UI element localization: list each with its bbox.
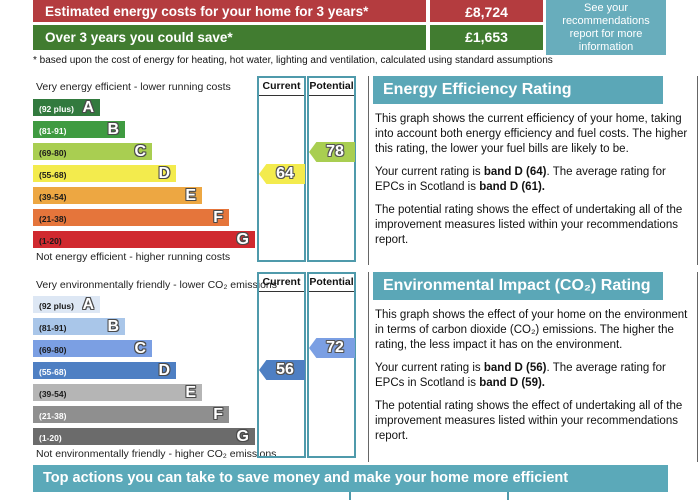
- energy-band-g: (1-20) G: [33, 231, 255, 248]
- savings-row-value: £1,653: [430, 25, 543, 50]
- co2-rating-paragraph-2: Your current rating is band D (56). The …: [375, 362, 666, 389]
- band-range-label: (69-80): [39, 345, 67, 355]
- energy-band-e: (39-54) E: [33, 187, 202, 204]
- band-letter: B: [107, 318, 119, 335]
- potential-column-header: Potential: [309, 274, 354, 292]
- band-range-label: (69-80): [39, 148, 67, 158]
- energy-current-rating-arrow: 64: [259, 164, 305, 184]
- co2-potential-rating-value: 72: [326, 339, 344, 356]
- band-letter: E: [185, 187, 196, 204]
- band-range-label: (55-68): [39, 170, 67, 180]
- co2-current-rating-value: 56: [276, 361, 294, 378]
- energy-rating-title: Energy Efficiency Rating: [373, 76, 663, 104]
- band-letter: G: [236, 428, 249, 445]
- co2-rating-title: Environmental Impact (CO₂) Rating: [373, 272, 663, 300]
- band-range-label: (92 plus): [39, 301, 74, 311]
- footnote: * based upon the cost of energy for heat…: [33, 55, 553, 66]
- current-column-header: Current: [259, 274, 304, 292]
- co2-chart-bottom-label: Not environmentally friendly - higher CO…: [36, 448, 277, 460]
- co2-potential-column: Potential: [307, 272, 356, 458]
- co2-rating-paragraph-1: This graph shows the effect of your home…: [375, 309, 688, 351]
- savings-row-label: Over 3 years you could save*: [33, 25, 426, 50]
- co2-band-b: (81-91) B: [33, 318, 125, 335]
- band-range-label: (1-20): [39, 433, 62, 443]
- band-letter: D: [158, 165, 170, 182]
- band-range-label: (55-68): [39, 367, 67, 377]
- energy-band-a: (92 plus) A: [33, 99, 100, 116]
- energy-band-scale: (92 plus) A (81-91) B (69-80) C (55-68) D (3…: [33, 99, 257, 253]
- energy-band-f: (21-38) F: [33, 209, 229, 226]
- top-actions-banner: Top actions you can take to save money a…: [33, 465, 668, 492]
- band-range-label: (81-91): [39, 323, 67, 333]
- potential-column-header: Potential: [309, 78, 354, 96]
- co2-rating-panel: Environmental Impact (CO₂) Rating This g…: [368, 272, 698, 462]
- band-range-label: (81-91): [39, 126, 67, 136]
- energy-potential-column: Potential: [307, 76, 356, 262]
- co2-band-e: (39-54) E: [33, 384, 202, 401]
- band-range-label: (39-54): [39, 389, 67, 399]
- co2-band-d: (55-68) D: [33, 362, 176, 379]
- band-letter: A: [82, 99, 94, 116]
- recommendations-info-box: See your recommendations report for more…: [546, 0, 666, 55]
- band-range-label: (21-38): [39, 214, 67, 224]
- co2-band-f: (21-38) F: [33, 406, 229, 423]
- co2-current-rating-arrow: 56: [259, 360, 305, 380]
- energy-current-rating-value: 64: [276, 165, 294, 182]
- energy-band-c: (69-80) C: [33, 143, 152, 160]
- band-letter: B: [107, 121, 119, 138]
- energy-cost-row-value: £8,724: [430, 0, 543, 22]
- energy-cost-row-label: Estimated energy costs for your home for…: [33, 0, 426, 22]
- energy-potential-rating-arrow: 78: [309, 142, 355, 162]
- energy-current-column: Current: [257, 76, 306, 262]
- band-range-label: (21-38): [39, 411, 67, 421]
- band-letter: C: [134, 340, 146, 357]
- table-column-divider: [507, 492, 509, 500]
- co2-current-column: Current: [257, 272, 306, 458]
- co2-rating-paragraph-3: The potential rating shows the effect of…: [375, 400, 683, 442]
- recommendations-info-text: See your recommendations report for more…: [562, 1, 650, 53]
- co2-band-a: (92 plus) A: [33, 296, 100, 313]
- energy-rating-paragraph-3: The potential rating shows the effect of…: [375, 204, 683, 246]
- co2-band-c: (69-80) C: [33, 340, 152, 357]
- table-column-divider: [349, 492, 351, 500]
- co2-chart-top-label: Very environmentally friendly - lower CO…: [36, 279, 277, 291]
- energy-rating-paragraph-1: This graph shows the current efficiency …: [375, 113, 688, 155]
- band-range-label: (1-20): [39, 236, 62, 246]
- energy-chart-top-label: Very energy efficient - lower running co…: [36, 81, 231, 93]
- band-range-label: (92 plus): [39, 104, 74, 114]
- energy-chart-bottom-label: Not energy efficient - higher running co…: [36, 251, 231, 263]
- band-letter: D: [158, 362, 170, 379]
- band-letter: A: [82, 296, 94, 313]
- energy-potential-rating-value: 78: [326, 143, 344, 160]
- current-column-header: Current: [259, 78, 304, 96]
- co2-band-scale: (92 plus) A (81-91) B (69-80) C (55-68) D (3…: [33, 296, 257, 450]
- energy-band-d: (55-68) D: [33, 165, 176, 182]
- co2-potential-rating-arrow: 72: [309, 338, 355, 358]
- band-letter: E: [185, 384, 196, 401]
- energy-rating-panel: Energy Efficiency Rating This graph show…: [368, 76, 698, 265]
- band-letter: F: [213, 209, 223, 226]
- energy-rating-paragraph-2: Your current rating is band D (64). The …: [375, 166, 666, 193]
- band-letter: G: [236, 231, 249, 248]
- band-letter: F: [213, 406, 223, 423]
- band-range-label: (39-54): [39, 192, 67, 202]
- band-letter: C: [134, 143, 146, 160]
- co2-band-g: (1-20) G: [33, 428, 255, 445]
- energy-band-b: (81-91) B: [33, 121, 125, 138]
